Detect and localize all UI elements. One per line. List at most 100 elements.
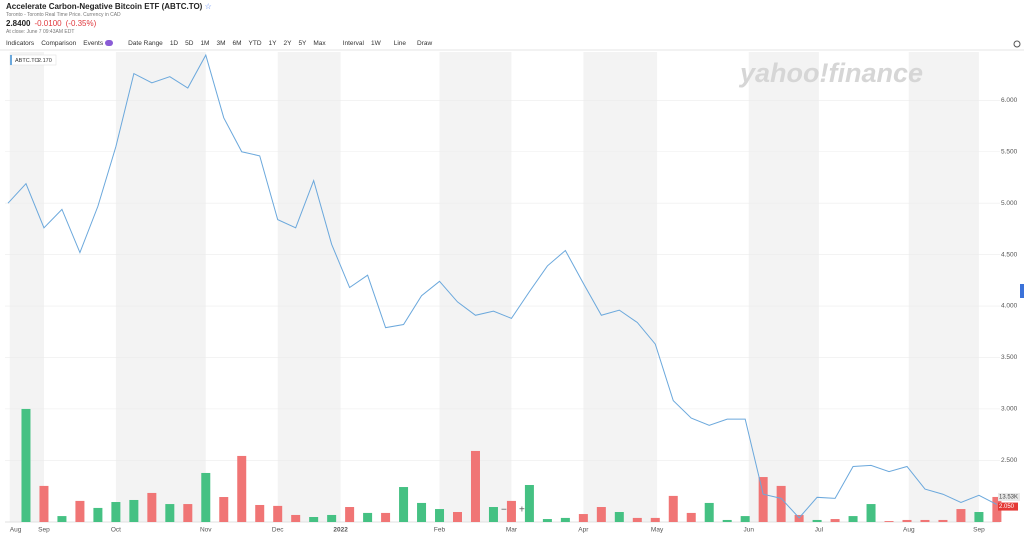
- y-tick-label: 5.500: [1001, 148, 1018, 155]
- volume-bar: [992, 496, 1002, 522]
- toolbar-item[interactable]: Interval: [342, 39, 364, 47]
- title: Accelerate Carbon-Negative Bitcoin ETF (…: [6, 2, 203, 11]
- volume-bar: [255, 504, 265, 522]
- toolbar-item[interactable]: Line: [393, 39, 407, 47]
- volume-bar: [399, 487, 409, 522]
- volume-bar: [57, 516, 67, 522]
- toolbar-item[interactable]: Draw: [417, 39, 433, 47]
- x-tick-label: Mar: [506, 527, 518, 534]
- x-tick-label: Apr: [578, 527, 589, 534]
- events-badge: [105, 40, 114, 46]
- toolbar-item[interactable]: 3M: [216, 39, 226, 47]
- volume-bar: [183, 504, 193, 522]
- x-tick-label: Jun: [744, 527, 755, 534]
- y-tick-label: 4.500: [1001, 251, 1018, 258]
- change-percent: (-0.35%): [65, 19, 97, 28]
- x-tick-label: Sep: [38, 527, 50, 534]
- volume-bar: [327, 514, 337, 522]
- toolbar-item[interactable]: 1D: [169, 39, 179, 47]
- y-tick-label: 2.500: [1001, 457, 1018, 464]
- volume-bar: [291, 514, 301, 522]
- volume-bar: [614, 512, 624, 522]
- volume-bar: [39, 485, 49, 522]
- toolbar-item[interactable]: 1Y: [268, 39, 277, 47]
- last-price-box: [998, 502, 1018, 511]
- volume-bar: [417, 502, 427, 522]
- month-band: [277, 52, 341, 522]
- quote-header: Accelerate Carbon-Negative Bitcoin ETF (…: [6, 2, 212, 35]
- legend-value: 2.170: [38, 58, 52, 64]
- toolbar-item[interactable]: YTD: [248, 39, 262, 47]
- volume-bar: [165, 504, 175, 522]
- toolbar-item[interactable]: 5Y: [298, 39, 307, 47]
- volume-bar: [129, 499, 139, 522]
- zoom-out[interactable]: −: [501, 505, 507, 516]
- toolbar-item[interactable]: 6M: [232, 39, 242, 47]
- month-band: [748, 52, 819, 522]
- toolbar-item[interactable]: Comparison: [41, 39, 77, 47]
- price: 2.8400: [6, 19, 31, 28]
- watermark: yahoo!finance: [738, 58, 923, 88]
- volume-bar: [650, 517, 660, 522]
- y-tick-label: 3.500: [1001, 354, 1018, 361]
- toolbar-item[interactable]: 5D: [185, 39, 194, 47]
- price-line: 2.8400 -0.0100 (-0.35%): [6, 19, 212, 28]
- volume-bar: [111, 502, 121, 522]
- y-tick-label: 4.000: [1001, 303, 1018, 310]
- volume-bar: [758, 477, 768, 522]
- volume-bar: [453, 512, 462, 522]
- volume-bar: [848, 516, 858, 522]
- volume-bar: [902, 519, 912, 522]
- volume-bar: [812, 519, 822, 522]
- volume-bar: [830, 519, 840, 522]
- legend-name: ABTC.TO: [15, 58, 39, 64]
- quote-title: Accelerate Carbon-Negative Bitcoin ETF (…: [6, 2, 212, 11]
- volume-bar: [596, 507, 606, 522]
- toolbar-item[interactable]: 1W: [371, 39, 381, 47]
- volume-bar: [542, 519, 552, 522]
- volume-bar: [93, 507, 103, 522]
- toolbar-item[interactable]: Events: [83, 39, 104, 47]
- x-tick-label: Aug: [10, 527, 22, 534]
- month-band: [908, 52, 979, 522]
- volume-bar: [686, 512, 696, 522]
- volume-bar: [21, 408, 31, 522]
- price-line: [7, 53, 998, 519]
- y-tick-label: 3.000: [1001, 406, 1018, 413]
- volume-bar: [435, 509, 445, 522]
- volume-bar: [488, 507, 498, 522]
- toolbar-item[interactable]: Indicators: [6, 39, 35, 47]
- x-tick-label: Sep: [973, 527, 985, 534]
- volume-bar: [381, 512, 391, 522]
- star[interactable]: ☆: [204, 2, 212, 11]
- volume-bar: [974, 512, 984, 522]
- last-price: 2.050: [999, 504, 1015, 510]
- zoom-in[interactable]: +: [519, 505, 525, 516]
- volume-bar: [219, 497, 229, 522]
- volume-bar: [506, 500, 516, 522]
- volume-bar: [560, 517, 570, 522]
- toolbar-item[interactable]: Max: [313, 39, 326, 47]
- close-time: At close: June 7 09:43AM EDT: [6, 29, 75, 35]
- change: -0.0100: [34, 19, 62, 28]
- exchange: Toronto - Toronto Real Time Price. Curre…: [6, 12, 121, 18]
- y-tick-label: 6.000: [1001, 97, 1018, 104]
- volume-bar: [740, 516, 750, 522]
- month-band: [439, 52, 512, 522]
- volume-bar: [884, 521, 894, 522]
- x-tick-label: Nov: [200, 527, 212, 534]
- settings-icon[interactable]: [1013, 40, 1021, 48]
- volume-bar: [668, 495, 678, 522]
- toolbar-item[interactable]: 2Y: [283, 39, 292, 47]
- toolbar-item[interactable]: 1M: [200, 39, 210, 47]
- toolbar-item[interactable]: Date Range: [128, 39, 163, 47]
- volume-bar: [273, 505, 283, 522]
- volume-bar: [938, 519, 948, 522]
- x-tick-label: Jul: [815, 527, 824, 534]
- volume-bar: [524, 484, 534, 522]
- x-tick-label: Aug: [903, 527, 915, 534]
- volume-bar: [776, 485, 786, 522]
- volume-bar: [578, 514, 588, 522]
- volume-bar: [363, 512, 373, 522]
